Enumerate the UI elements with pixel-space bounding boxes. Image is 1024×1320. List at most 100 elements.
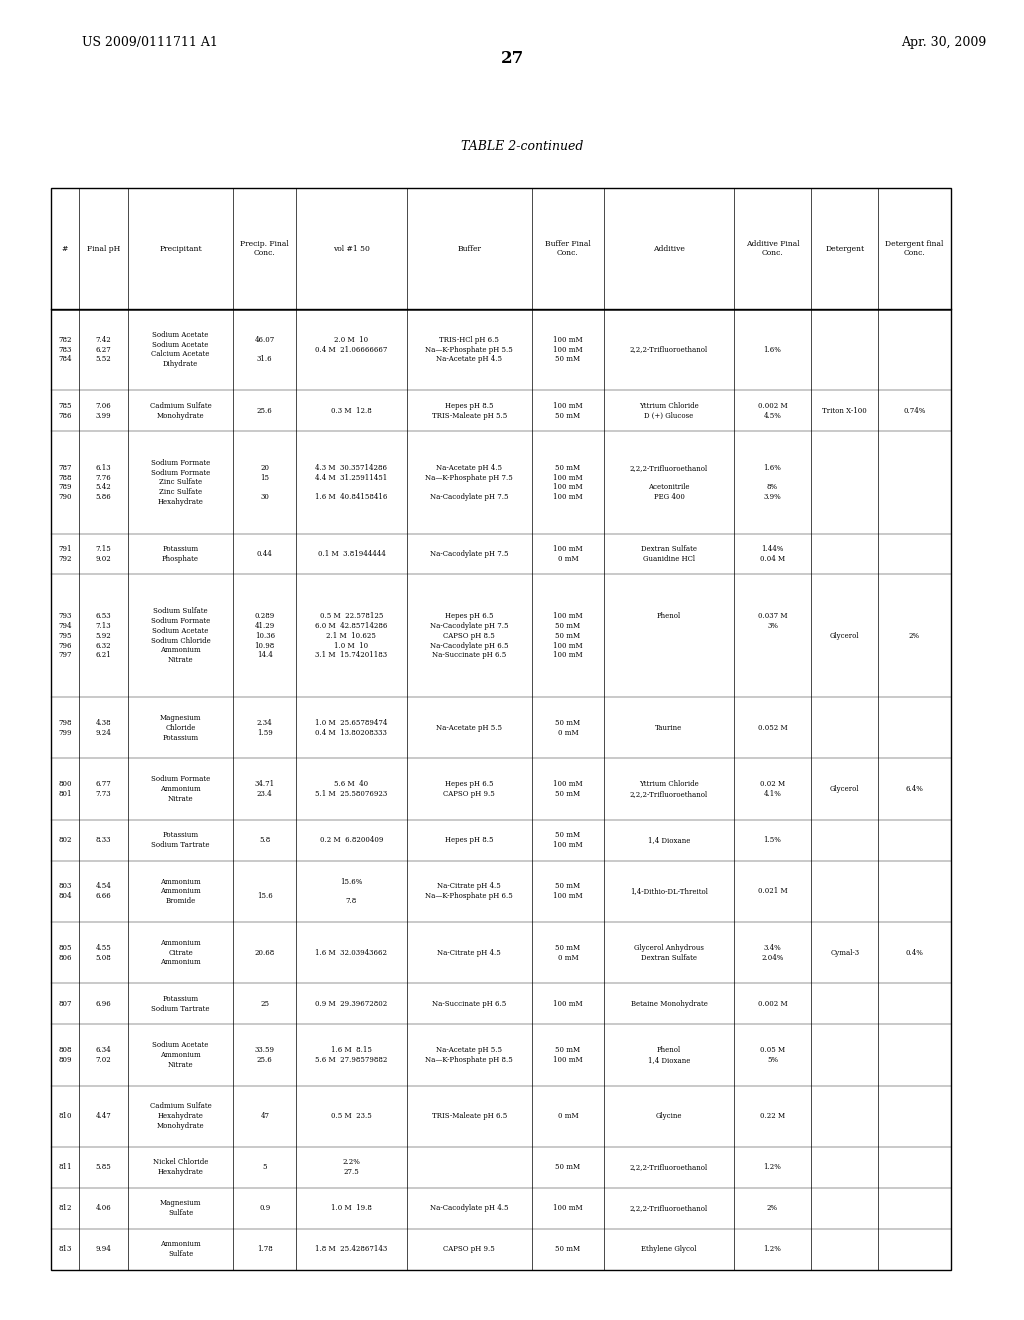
Text: Cymal-3: Cymal-3 xyxy=(830,949,859,957)
Text: 2.34
1.59: 2.34 1.59 xyxy=(257,719,272,737)
Text: 1,4 Dioxane: 1,4 Dioxane xyxy=(648,836,690,845)
Text: Apr. 30, 2009: Apr. 30, 2009 xyxy=(901,36,986,49)
Text: Magnesium
Sulfate: Magnesium Sulfate xyxy=(160,1200,202,1217)
Text: Glycerol: Glycerol xyxy=(829,632,859,640)
Text: Cadmium Sulfate
Hexahydrate
Monohydrate: Cadmium Sulfate Hexahydrate Monohydrate xyxy=(150,1102,211,1130)
Text: 4.55
5.08: 4.55 5.08 xyxy=(95,944,112,961)
Text: Phenol
1,4 Dioxane: Phenol 1,4 Dioxane xyxy=(648,1045,690,1064)
Text: 0.22 M: 0.22 M xyxy=(760,1113,785,1121)
Text: 803
804: 803 804 xyxy=(58,883,72,900)
Text: 100 mM: 100 mM xyxy=(553,999,583,1007)
Text: 6.53
7.13
5.92
6.32
6.21: 6.53 7.13 5.92 6.32 6.21 xyxy=(95,612,112,660)
Text: 791
792: 791 792 xyxy=(58,545,72,562)
Text: Na-Acetate pH 5.5: Na-Acetate pH 5.5 xyxy=(436,723,503,731)
Text: Precip. Final
Conc.: Precip. Final Conc. xyxy=(241,240,289,257)
Text: 25.6: 25.6 xyxy=(257,407,272,414)
Text: Na-Citrate pH 4.5: Na-Citrate pH 4.5 xyxy=(437,949,501,957)
Text: 8.33: 8.33 xyxy=(96,836,112,845)
Text: 50 mM: 50 mM xyxy=(555,1163,581,1171)
Text: Hepes pH 6.5
CAPSO pH 9.5: Hepes pH 6.5 CAPSO pH 9.5 xyxy=(443,780,496,799)
Text: #: # xyxy=(61,244,69,252)
Text: 6.13
7.76
5.42
5.86: 6.13 7.76 5.42 5.86 xyxy=(95,463,112,502)
Text: 15.6: 15.6 xyxy=(257,883,272,900)
Text: 0.037 M
3%: 0.037 M 3% xyxy=(758,612,787,660)
Text: 798
799: 798 799 xyxy=(58,719,72,737)
Text: 0.5 M  23.5: 0.5 M 23.5 xyxy=(331,1113,372,1121)
Text: Precipitant: Precipitant xyxy=(159,244,202,252)
Text: 7.42
6.27
5.52: 7.42 6.27 5.52 xyxy=(95,335,112,363)
Text: 1.5%: 1.5% xyxy=(764,836,781,845)
Text: Na-Acetate pH 5.5
Na—K-Phosphate pH 8.5: Na-Acetate pH 5.5 Na—K-Phosphate pH 8.5 xyxy=(425,1045,513,1064)
Text: 100 mM
100 mM
50 mM: 100 mM 100 mM 50 mM xyxy=(553,335,583,363)
Text: 46.07

31.6: 46.07 31.6 xyxy=(255,335,274,363)
Text: 805
806: 805 806 xyxy=(58,944,72,961)
Text: 0.05 M
5%: 0.05 M 5% xyxy=(760,1045,785,1064)
Text: 47: 47 xyxy=(260,1113,269,1121)
Text: Na-Citrate pH 4.5
Na—K-Phosphate pH 6.5: Na-Citrate pH 4.5 Na—K-Phosphate pH 6.5 xyxy=(425,883,513,900)
Text: Ammonium
Ammonium
Bromide: Ammonium Ammonium Bromide xyxy=(160,878,201,906)
Text: 2,2,2-Trifluoroethanol: 2,2,2-Trifluoroethanol xyxy=(630,1204,708,1212)
Text: 50 mM
0 mM: 50 mM 0 mM xyxy=(555,944,581,961)
Text: 4.47: 4.47 xyxy=(95,1113,112,1121)
Text: 1.2%: 1.2% xyxy=(764,1245,781,1253)
Text: Dextran Sulfate
Guanidine HCl: Dextran Sulfate Guanidine HCl xyxy=(641,545,697,562)
Text: 2,2,2-Trifluoroethanol: 2,2,2-Trifluoroethanol xyxy=(630,346,708,354)
Text: 1.8 M  25.42867143: 1.8 M 25.42867143 xyxy=(315,1245,387,1253)
Text: Sodium Formate
Ammonium
Nitrate: Sodium Formate Ammonium Nitrate xyxy=(151,775,210,803)
Text: Potassium
Phosphate: Potassium Phosphate xyxy=(162,545,199,562)
Text: 0.1 M  3.81944444: 0.1 M 3.81944444 xyxy=(317,550,385,558)
Text: 100 mM
0 mM: 100 mM 0 mM xyxy=(553,545,583,562)
Text: Hepes pH 8.5
TRIS-Maleate pH 5.5: Hepes pH 8.5 TRIS-Maleate pH 5.5 xyxy=(432,403,507,420)
Text: 782
783
784: 782 783 784 xyxy=(58,335,72,363)
Text: 3.4%
2.04%: 3.4% 2.04% xyxy=(761,944,783,961)
Text: Detergent final
Conc.: Detergent final Conc. xyxy=(886,240,944,257)
Text: 811: 811 xyxy=(58,1163,72,1171)
Text: 807: 807 xyxy=(58,999,72,1007)
Text: TRIS-HCl pH 6.5
Na—K-Phosphate pH 5.5
Na-Acetate pH 4.5: TRIS-HCl pH 6.5 Na—K-Phosphate pH 5.5 Na… xyxy=(425,335,513,363)
Text: 1.0 M  19.8: 1.0 M 19.8 xyxy=(331,1204,372,1212)
Text: 50 mM: 50 mM xyxy=(555,1245,581,1253)
Text: 0.2 M  6.8200409: 0.2 M 6.8200409 xyxy=(319,836,383,845)
Text: 2.2%
27.5: 2.2% 27.5 xyxy=(342,1159,360,1176)
Text: US 2009/0111711 A1: US 2009/0111711 A1 xyxy=(82,36,218,49)
Text: 1.6%: 1.6% xyxy=(764,346,781,354)
Text: 9.94: 9.94 xyxy=(95,1245,112,1253)
Text: 0.44: 0.44 xyxy=(257,550,272,558)
Text: 1.6%

8%
3.9%: 1.6% 8% 3.9% xyxy=(764,463,781,502)
Text: Magnesium
Chloride
Potassium: Magnesium Chloride Potassium xyxy=(160,714,202,742)
Text: Glycerol Anhydrous
Dextran Sulfate: Glycerol Anhydrous Dextran Sulfate xyxy=(634,944,703,961)
Text: 808
809: 808 809 xyxy=(58,1045,72,1064)
Text: Betaine Monohydrate: Betaine Monohydrate xyxy=(631,999,708,1007)
Text: 4.06: 4.06 xyxy=(95,1204,112,1212)
Text: 2,2,2-Trifluoroethanol

Acetonitrile
PEG 400: 2,2,2-Trifluoroethanol Acetonitrile PEG … xyxy=(630,463,708,502)
Text: 0.9: 0.9 xyxy=(259,1204,270,1212)
Text: 50 mM
100 mM
100 mM
100 mM: 50 mM 100 mM 100 mM 100 mM xyxy=(553,463,583,502)
Text: 5.6 M  40
5.1 M  25.58076923: 5.6 M 40 5.1 M 25.58076923 xyxy=(315,780,387,799)
Text: 6.77
7.73: 6.77 7.73 xyxy=(95,780,112,799)
Text: TRIS-Maleate pH 6.5: TRIS-Maleate pH 6.5 xyxy=(432,1113,507,1121)
Text: 2,2,2-Trifluoroethanol: 2,2,2-Trifluoroethanol xyxy=(630,1163,708,1171)
Text: 100 mM
50 mM: 100 mM 50 mM xyxy=(553,403,583,420)
Text: 1.2%: 1.2% xyxy=(764,1163,781,1171)
Text: 7.06
3.99: 7.06 3.99 xyxy=(95,403,112,420)
Text: Potassium
Sodium Tartrate: Potassium Sodium Tartrate xyxy=(152,832,210,849)
Text: 0.289
41.29
10.36
10.98
14.4: 0.289 41.29 10.36 10.98 14.4 xyxy=(255,612,274,660)
Text: Nickel Chloride
Hexahydrate: Nickel Chloride Hexahydrate xyxy=(153,1159,208,1176)
Text: 0.3 M  12.8: 0.3 M 12.8 xyxy=(331,407,372,414)
Text: 20.68: 20.68 xyxy=(255,949,274,957)
Text: 27: 27 xyxy=(501,50,523,67)
Text: 100 mM: 100 mM xyxy=(553,1204,583,1212)
Text: 25: 25 xyxy=(260,999,269,1007)
Text: 0.4%: 0.4% xyxy=(905,949,924,957)
Text: 1.6 M  8.15
5.6 M  27.98579882: 1.6 M 8.15 5.6 M 27.98579882 xyxy=(315,1045,387,1064)
Text: 0.052 M: 0.052 M xyxy=(758,723,787,731)
Text: 1.0 M  25.65789474
0.4 M  13.80208333: 1.0 M 25.65789474 0.4 M 13.80208333 xyxy=(315,719,387,737)
Text: Sodium Sulfate
Sodium Formate
Sodium Acetate
Sodium Chloride
Ammonium
Nitrate: Sodium Sulfate Sodium Formate Sodium Ace… xyxy=(151,607,210,664)
Text: 5.85: 5.85 xyxy=(95,1163,112,1171)
Text: Detergent: Detergent xyxy=(825,244,864,252)
Text: 5.8: 5.8 xyxy=(259,836,270,845)
Text: 0.74%: 0.74% xyxy=(903,407,926,414)
Text: Triton X-100: Triton X-100 xyxy=(822,407,867,414)
Text: 800
801: 800 801 xyxy=(58,780,72,799)
Text: 0 mM: 0 mM xyxy=(558,1113,579,1121)
